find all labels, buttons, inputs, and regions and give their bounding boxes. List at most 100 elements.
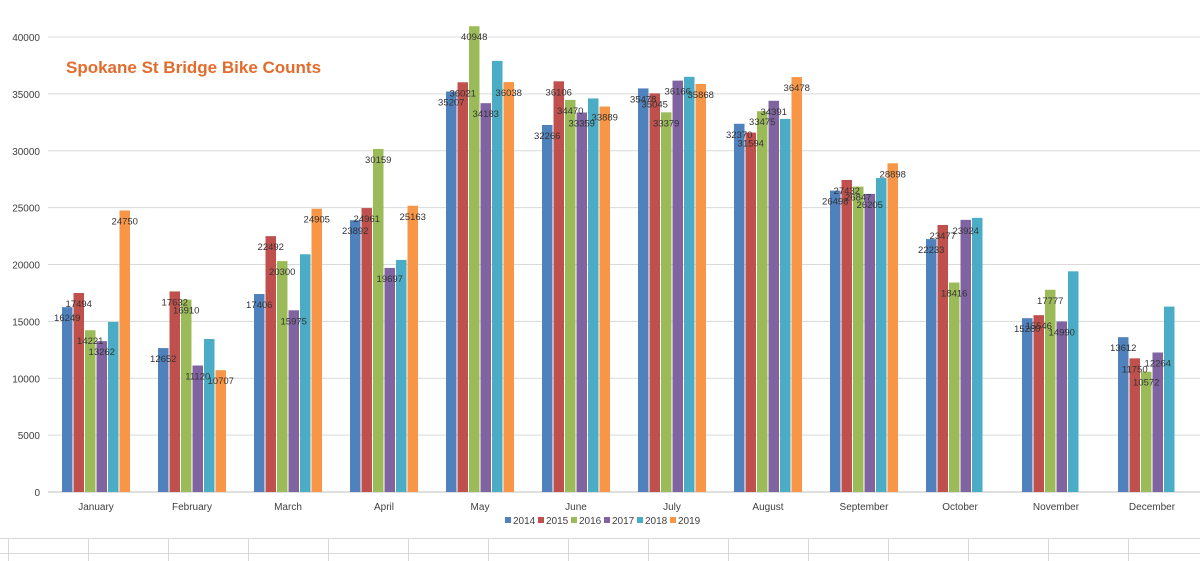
bar-2018-april [396,259,407,492]
bar-2016-april [373,148,384,492]
x-tick-label: December [1129,502,1176,513]
x-tick-label: July [663,502,681,513]
legend-swatch [604,517,610,523]
data-label: 13262 [89,347,115,358]
bar-2014-may [446,91,457,492]
x-axis-ticks: January February March April May June July Augu… [78,502,1176,513]
bar-2015-september [841,179,852,492]
bar-2017-january [96,341,107,492]
bar-2018-october [972,217,983,493]
legend-swatch [637,517,643,523]
bar-2014-december [1118,337,1129,492]
bar-2017-april [384,267,395,492]
bar-2014-august [734,123,745,492]
data-label: 14221 [77,336,103,347]
x-tick-label: April [374,502,394,513]
data-label: 22233 [918,245,944,256]
data-label: 40948 [461,32,487,43]
data-label: 26847 [845,193,871,204]
data-label: 36478 [784,83,810,94]
data-label: 36021 [450,88,476,99]
y-tick-label: 35000 [12,90,40,101]
data-label: 35207 [438,98,464,109]
data-label: 34391 [761,107,787,118]
data-label: 13612 [1110,343,1136,354]
data-label: 26498 [822,197,848,208]
data-label: 14990 [1049,327,1075,338]
bar-2014-february [158,348,169,492]
bar-2019-may [503,82,514,492]
legend-label: 2015 [546,516,569,527]
bar-2016-january [85,330,96,492]
legend-label: 2016 [579,516,602,527]
legend: 2014 2015 2016 2017 2018 2019 [505,516,701,527]
legend-swatch [670,517,676,523]
bar-2015-may [457,82,468,493]
data-label: 36106 [546,87,572,98]
bar-2016-july [661,112,672,492]
bar-2014-january [62,307,73,492]
bar-2017-august [768,100,779,493]
bar-2018-december [1164,306,1175,492]
data-label: 32266 [534,131,560,142]
y-tick-label: 10000 [12,374,40,385]
bar-2014-march [254,294,265,492]
data-label: 26205 [857,200,883,211]
x-tick-label: October [942,502,978,513]
data-label: 12264 [1145,358,1171,369]
bar-2015-december [1129,358,1140,492]
legend-label: 2014 [513,516,536,527]
bar-2015-october [937,224,948,492]
bar-2018-january [108,321,119,492]
bar-2016-may [469,26,480,493]
bar-2017-may [480,103,491,493]
bar-2017-february [192,365,203,492]
bar-2015-november [1033,315,1044,492]
y-tick-label: 0 [34,488,40,499]
bar-2014-october [926,239,937,492]
bar-2016-june [565,99,576,492]
bar-2016-december [1141,371,1152,492]
bar-2019-july [695,84,706,493]
bar-2014-september [830,190,841,492]
data-label: 24905 [304,215,330,226]
legend-label: 2018 [645,516,668,527]
bar-2017-june [576,112,587,492]
data-label: 35045 [642,99,668,110]
y-tick-label: 5000 [18,431,41,442]
data-label: 20300 [269,267,295,278]
bar-2019-january [119,210,130,492]
data-label: 34470 [557,106,583,117]
bar-2014-july [638,88,649,493]
bar-2016-february [181,299,192,492]
bar-2018-september [876,178,887,493]
y-tick-label: 25000 [12,204,40,215]
data-label: 15280 [1014,324,1040,335]
data-label: 33359 [569,119,595,130]
data-label: 17777 [1037,296,1063,307]
bar-2017-march [288,310,299,492]
chart-title: Spokane St Bridge Bike Counts [66,58,321,77]
data-label: 24961 [354,214,380,225]
bar-2014-june [542,124,553,493]
bar-2018-july [684,76,695,492]
bar-2016-september [853,186,864,493]
bar-2017-november [1056,321,1067,492]
bar-2017-december [1152,352,1163,492]
y-axis-ticks: 0 5000 10000 15000 20000 25000 30000 35000 40000 [12,33,40,499]
bar-2019-september [887,163,898,492]
y-tick-label: 20000 [12,261,40,272]
bar-2018-august [780,118,791,493]
legend-swatch [571,517,577,523]
data-label: 15975 [281,316,307,327]
data-label: 17406 [246,300,272,311]
bar-2015-july [649,93,660,492]
legend-swatch [505,517,511,523]
data-label: 36038 [496,88,522,99]
x-tick-label: May [471,502,490,513]
data-label: 28898 [880,169,906,180]
bar-2017-october [960,219,971,492]
bar-2016-march [277,261,288,492]
